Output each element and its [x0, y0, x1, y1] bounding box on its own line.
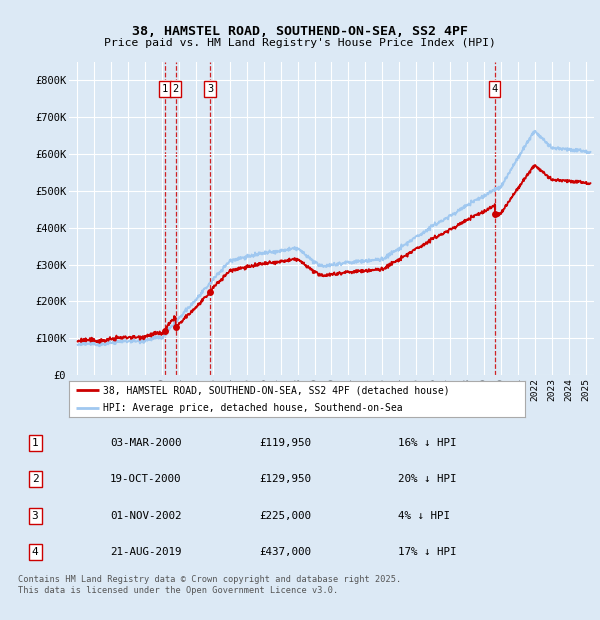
Text: £225,000: £225,000 — [260, 511, 311, 521]
Text: £129,950: £129,950 — [260, 474, 311, 484]
Text: 4: 4 — [491, 84, 498, 94]
Text: £119,950: £119,950 — [260, 438, 311, 448]
Text: £437,000: £437,000 — [260, 547, 311, 557]
Text: Price paid vs. HM Land Registry's House Price Index (HPI): Price paid vs. HM Land Registry's House … — [104, 38, 496, 48]
Text: 4% ↓ HPI: 4% ↓ HPI — [398, 511, 450, 521]
Text: 38, HAMSTEL ROAD, SOUTHEND-ON-SEA, SS2 4PF (detached house): 38, HAMSTEL ROAD, SOUTHEND-ON-SEA, SS2 4… — [103, 386, 450, 396]
Text: 1: 1 — [32, 438, 38, 448]
Text: 1: 1 — [162, 84, 168, 94]
Text: 2: 2 — [32, 474, 38, 484]
Text: 21-AUG-2019: 21-AUG-2019 — [110, 547, 181, 557]
Text: HPI: Average price, detached house, Southend-on-Sea: HPI: Average price, detached house, Sout… — [103, 402, 403, 413]
Text: 16% ↓ HPI: 16% ↓ HPI — [398, 438, 457, 448]
Text: 03-MAR-2000: 03-MAR-2000 — [110, 438, 181, 448]
Text: 4: 4 — [32, 547, 38, 557]
Text: Contains HM Land Registry data © Crown copyright and database right 2025.
This d: Contains HM Land Registry data © Crown c… — [18, 575, 401, 595]
Text: 19-OCT-2000: 19-OCT-2000 — [110, 474, 181, 484]
Text: 01-NOV-2002: 01-NOV-2002 — [110, 511, 181, 521]
Text: 2: 2 — [173, 84, 179, 94]
Text: 3: 3 — [207, 84, 213, 94]
Text: 3: 3 — [32, 511, 38, 521]
Text: 17% ↓ HPI: 17% ↓ HPI — [398, 547, 457, 557]
Text: 38, HAMSTEL ROAD, SOUTHEND-ON-SEA, SS2 4PF: 38, HAMSTEL ROAD, SOUTHEND-ON-SEA, SS2 4… — [132, 25, 468, 38]
Text: 20% ↓ HPI: 20% ↓ HPI — [398, 474, 457, 484]
